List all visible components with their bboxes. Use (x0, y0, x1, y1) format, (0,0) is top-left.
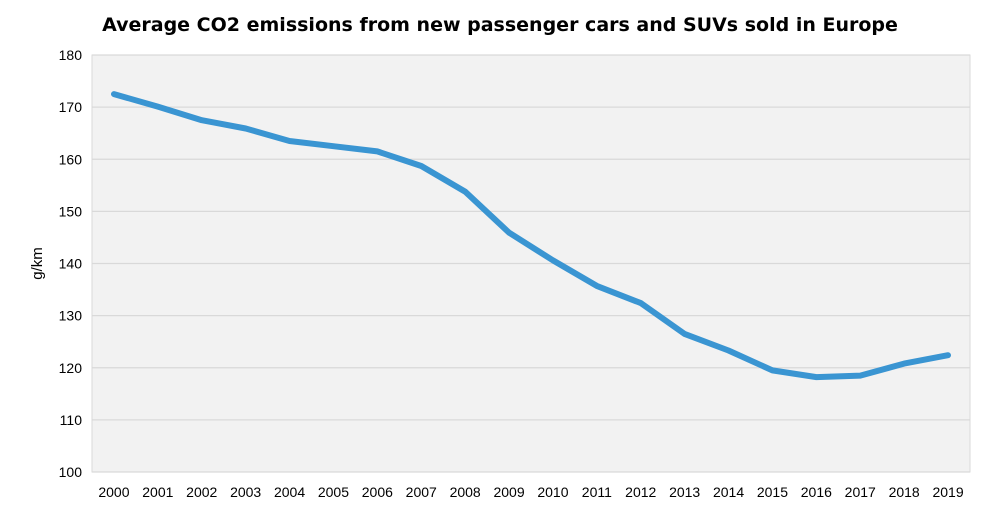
x-tick-label: 2002 (186, 484, 217, 500)
x-tick-label: 2010 (537, 484, 568, 500)
data-point (815, 376, 817, 378)
x-tick-label: 2014 (713, 484, 744, 500)
x-tick-label: 2007 (406, 484, 437, 500)
y-tick-label: 130 (59, 308, 83, 324)
x-tick-label: 2019 (932, 484, 963, 500)
data-point (947, 354, 949, 356)
data-point (464, 191, 466, 193)
data-point (157, 106, 159, 108)
x-tick-label: 2009 (493, 484, 524, 500)
data-point (508, 232, 510, 234)
data-point (903, 363, 905, 365)
x-tick-label: 2015 (757, 484, 788, 500)
x-tick-label: 2016 (801, 484, 832, 500)
x-tick-label: 2011 (582, 484, 612, 500)
x-axis-ticks: 2000 2001 2002 2003 2004 2005 2006 2007 2008 2009… (98, 484, 963, 500)
data-point (859, 375, 861, 377)
chart-title: Average CO2 emissions from new passenger… (102, 14, 898, 36)
x-tick-label: 2017 (845, 484, 876, 500)
data-point (771, 369, 773, 371)
x-tick-label: 2008 (450, 484, 481, 500)
data-point (728, 350, 730, 352)
y-tick-label: 140 (59, 256, 83, 272)
x-tick-label: 2000 (98, 484, 129, 500)
y-tick-label: 120 (59, 360, 83, 376)
data-point (113, 93, 115, 95)
x-tick-label: 2006 (362, 484, 393, 500)
series-line (111, 91, 951, 381)
x-tick-label: 2004 (274, 484, 305, 500)
y-tick-label: 180 (59, 47, 83, 63)
y-tick-label: 170 (59, 99, 83, 115)
data-point (245, 127, 247, 129)
data-point (289, 140, 291, 142)
x-tick-label: 2013 (669, 484, 700, 500)
y-axis-ticks: 100 110 120 130 140 150 160 170 180 (59, 47, 83, 480)
data-point (332, 145, 334, 147)
data-point (420, 165, 422, 167)
series-layer (111, 91, 951, 381)
y-tick-label: 110 (60, 412, 83, 428)
y-tick-label: 100 (59, 464, 83, 480)
x-tick-label: 2005 (318, 484, 349, 500)
x-tick-label: 2003 (230, 484, 261, 500)
data-point (201, 119, 203, 121)
data-point (684, 333, 686, 335)
y-tick-label: 160 (59, 151, 83, 167)
gridlines (92, 54, 970, 473)
x-tick-label: 2018 (889, 484, 920, 500)
data-point (552, 259, 554, 261)
data-point (376, 150, 378, 152)
y-tick-label: 150 (59, 203, 83, 219)
x-tick-label: 2001 (142, 484, 173, 500)
y-axis-label: g/km (29, 247, 46, 280)
x-tick-label: 2012 (625, 484, 656, 500)
data-point (640, 302, 642, 304)
data-point (596, 285, 598, 287)
